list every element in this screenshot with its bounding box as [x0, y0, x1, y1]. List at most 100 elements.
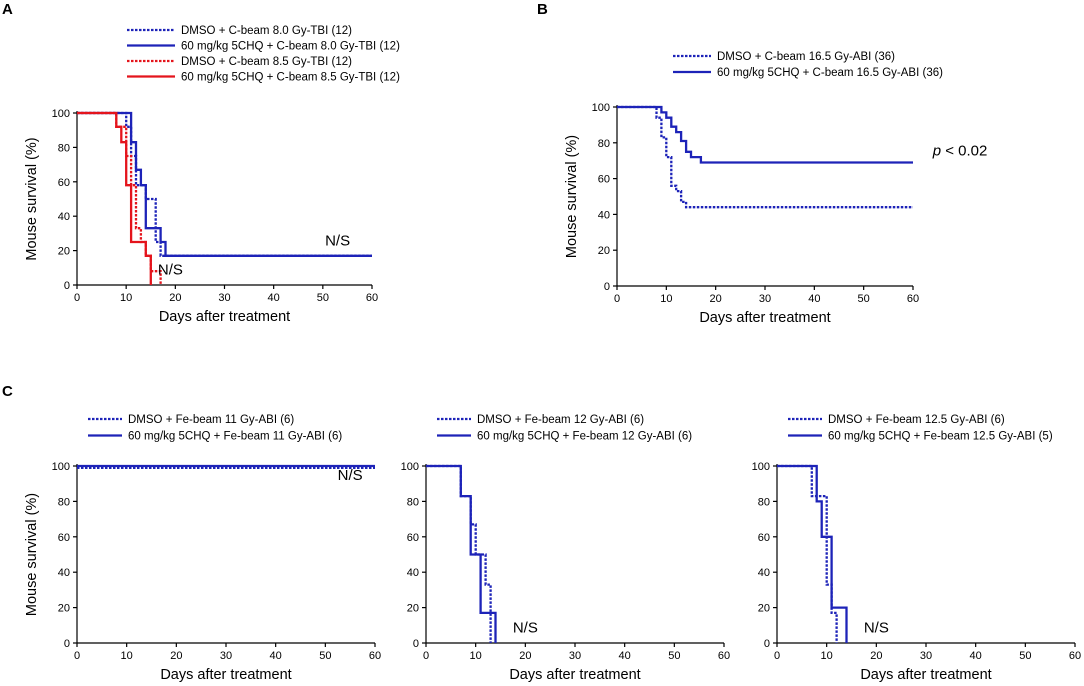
x-tick-label: 10 — [121, 650, 133, 662]
y-tick-label: 100 — [52, 461, 70, 473]
x-tick-label: 30 — [218, 292, 230, 304]
y-tick-label: 0 — [764, 638, 770, 650]
y-tick-label: 20 — [407, 603, 419, 615]
legend-label: 60 mg/kg 5CHQ + C-beam 8.5 Gy-TBI (12) — [181, 72, 400, 84]
y-tick-label: 60 — [758, 532, 770, 544]
legend-label: DMSO + C-beam 8.0 Gy-TBI (12) — [181, 25, 352, 37]
y-tick-label: 80 — [407, 496, 419, 508]
legend-label: 60 mg/kg 5CHQ + C-beam 16.5 Gy-ABI (36) — [717, 67, 943, 79]
chart-a: 0 10 20 30 40 50 60 0 20 40 60 80 100 Days after trea… — [24, 25, 400, 325]
y-tick-label: 60 — [58, 177, 70, 189]
y-tick-label: 40 — [58, 211, 70, 223]
chart-c1: 0 10 20 30 40 50 60 0 20 40 60 80 100 Days after trea… — [24, 414, 381, 683]
x-tick-label: 0 — [614, 293, 620, 305]
x-tick-label: 10 — [660, 293, 672, 305]
survival-curve-dmso-0 — [617, 105, 913, 209]
legend-label: DMSO + C-beam 8.5 Gy-TBI (12) — [181, 56, 352, 68]
x-tick-label: 60 — [369, 650, 381, 662]
y-tick-label: 80 — [58, 496, 70, 508]
x-tick-label: 30 — [920, 650, 932, 662]
ns-annotation: N/S — [158, 262, 183, 279]
survival-curve-5chq-1 — [617, 105, 913, 164]
survival-curve-5chq-1 — [77, 111, 372, 257]
survival-curve-5chq-1 — [426, 464, 497, 643]
panel-letter-c: C — [2, 383, 13, 400]
x-tick-label: 0 — [423, 650, 429, 662]
x-tick-label: 50 — [319, 650, 331, 662]
y-tick-label: 80 — [598, 138, 610, 150]
survival-curve-5chq-3 — [77, 111, 152, 285]
x-tick-label: 10 — [120, 292, 132, 304]
p-value-annotation: p < 0.02 — [932, 142, 988, 159]
legend-label: DMSO + Fe-beam 12 Gy-ABI (6) — [477, 414, 644, 426]
x-tick-label: 20 — [170, 650, 182, 662]
legend-label: 60 mg/kg 5CHQ + Fe-beam 12.5 Gy-ABI (5) — [828, 431, 1053, 443]
chart-b: 0 10 20 30 40 50 60 0 20 40 60 80 100 Days after trea… — [564, 51, 987, 326]
x-tick-label: 60 — [718, 650, 730, 662]
x-tick-label: 0 — [774, 650, 780, 662]
chart-c3: 0 10 20 30 40 50 60 0 20 40 60 80 100 Days after trea… — [752, 414, 1081, 683]
y-tick-label: 0 — [64, 280, 70, 292]
x-tick-label: 40 — [619, 650, 631, 662]
survival-curve-5chq-1 — [777, 464, 848, 643]
x-axis-label: Days after treatment — [159, 309, 290, 325]
ns-annotation: N/S — [325, 232, 350, 249]
legend-label: 60 mg/kg 5CHQ + Fe-beam 12 Gy-ABI (6) — [477, 431, 692, 443]
legend-label: 60 mg/kg 5CHQ + C-beam 8.0 Gy-TBI (12) — [181, 41, 400, 53]
x-tick-label: 10 — [470, 650, 482, 662]
x-tick-label: 40 — [970, 650, 982, 662]
x-tick-label: 20 — [710, 293, 722, 305]
y-tick-label: 20 — [758, 603, 770, 615]
y-tick-label: 20 — [598, 245, 610, 257]
y-tick-label: 0 — [604, 281, 610, 293]
x-tick-label: 20 — [519, 650, 531, 662]
y-tick-label: 40 — [758, 567, 770, 579]
y-tick-label: 20 — [58, 246, 70, 258]
y-axis-label: Mouse survival (%) — [564, 135, 580, 258]
x-tick-label: 40 — [268, 292, 280, 304]
y-axis-label: Mouse survival (%) — [24, 137, 40, 260]
x-tick-label: 10 — [821, 650, 833, 662]
y-tick-label: 100 — [752, 461, 770, 473]
survival-curve-dmso-0 — [777, 464, 838, 643]
x-tick-label: 50 — [317, 292, 329, 304]
ns-annotation: N/S — [864, 619, 889, 636]
y-tick-label: 0 — [64, 638, 70, 650]
y-tick-label: 80 — [58, 142, 70, 154]
p-symbol: p — [932, 142, 941, 159]
x-tick-label: 50 — [1019, 650, 1031, 662]
legend-label: DMSO + Fe-beam 12.5 Gy-ABI (6) — [828, 414, 1005, 426]
y-axis-label: Mouse survival (%) — [24, 493, 40, 616]
y-tick-label: 40 — [58, 567, 70, 579]
legend-label: 60 mg/kg 5CHQ + Fe-beam 11 Gy-ABI (6) — [128, 431, 342, 443]
x-tick-label: 40 — [270, 650, 282, 662]
y-tick-label: 40 — [407, 567, 419, 579]
ns-annotation: N/S — [513, 619, 538, 636]
y-tick-label: 60 — [58, 532, 70, 544]
y-tick-label: 0 — [413, 638, 419, 650]
y-tick-label: 60 — [598, 174, 610, 186]
x-tick-label: 50 — [668, 650, 680, 662]
x-tick-label: 20 — [870, 650, 882, 662]
x-axis-label: Days after treatment — [699, 310, 830, 326]
y-tick-label: 40 — [598, 209, 610, 221]
x-tick-label: 0 — [74, 292, 80, 304]
x-tick-label: 60 — [907, 293, 919, 305]
y-tick-label: 60 — [407, 532, 419, 544]
y-tick-label: 20 — [58, 603, 70, 615]
x-tick-label: 60 — [1069, 650, 1081, 662]
legend-label: DMSO + C-beam 16.5 Gy-ABI (36) — [717, 51, 895, 63]
x-axis-label: Days after treatment — [160, 667, 291, 683]
x-tick-label: 30 — [220, 650, 232, 662]
x-tick-label: 40 — [808, 293, 820, 305]
x-axis-label: Days after treatment — [509, 667, 640, 683]
ns-annotation: N/S — [338, 467, 363, 484]
legend-label: DMSO + Fe-beam 11 Gy-ABI (6) — [128, 414, 294, 426]
panel-letter-a: A — [2, 1, 13, 18]
x-tick-label: 30 — [759, 293, 771, 305]
x-tick-label: 0 — [74, 650, 80, 662]
y-tick-label: 100 — [401, 461, 419, 473]
y-tick-label: 80 — [758, 496, 770, 508]
p-threshold: < 0.02 — [941, 142, 987, 159]
